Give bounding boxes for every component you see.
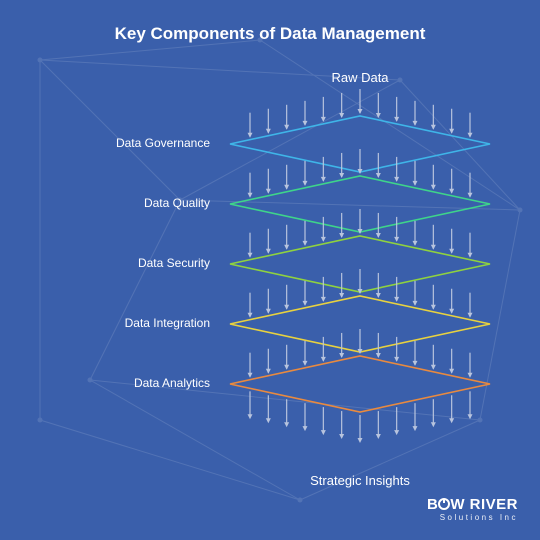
logo-line1: B W RIVER bbox=[427, 496, 518, 513]
layer-label-0: Data Governance bbox=[60, 136, 210, 150]
top-label: Raw Data bbox=[260, 70, 460, 85]
layer-diagram: Raw Data Strategic Insights Data Governa… bbox=[0, 70, 540, 480]
company-logo: B W RIVER Solutions Inc bbox=[427, 496, 518, 522]
logo-o-icon bbox=[438, 498, 450, 510]
logo-line2: Solutions Inc bbox=[427, 513, 518, 522]
page-title: Key Components of Data Management bbox=[0, 24, 540, 44]
stack-svg bbox=[0, 70, 540, 480]
layer-label-3: Data Integration bbox=[60, 316, 210, 330]
layer-label-4: Data Analytics bbox=[60, 376, 210, 390]
bottom-label: Strategic Insights bbox=[260, 473, 460, 488]
layer-label-2: Data Security bbox=[60, 256, 210, 270]
logo-text-b: W RIVER bbox=[450, 496, 518, 513]
logo-text-a: B bbox=[427, 496, 438, 513]
layer-label-1: Data Quality bbox=[60, 196, 210, 210]
